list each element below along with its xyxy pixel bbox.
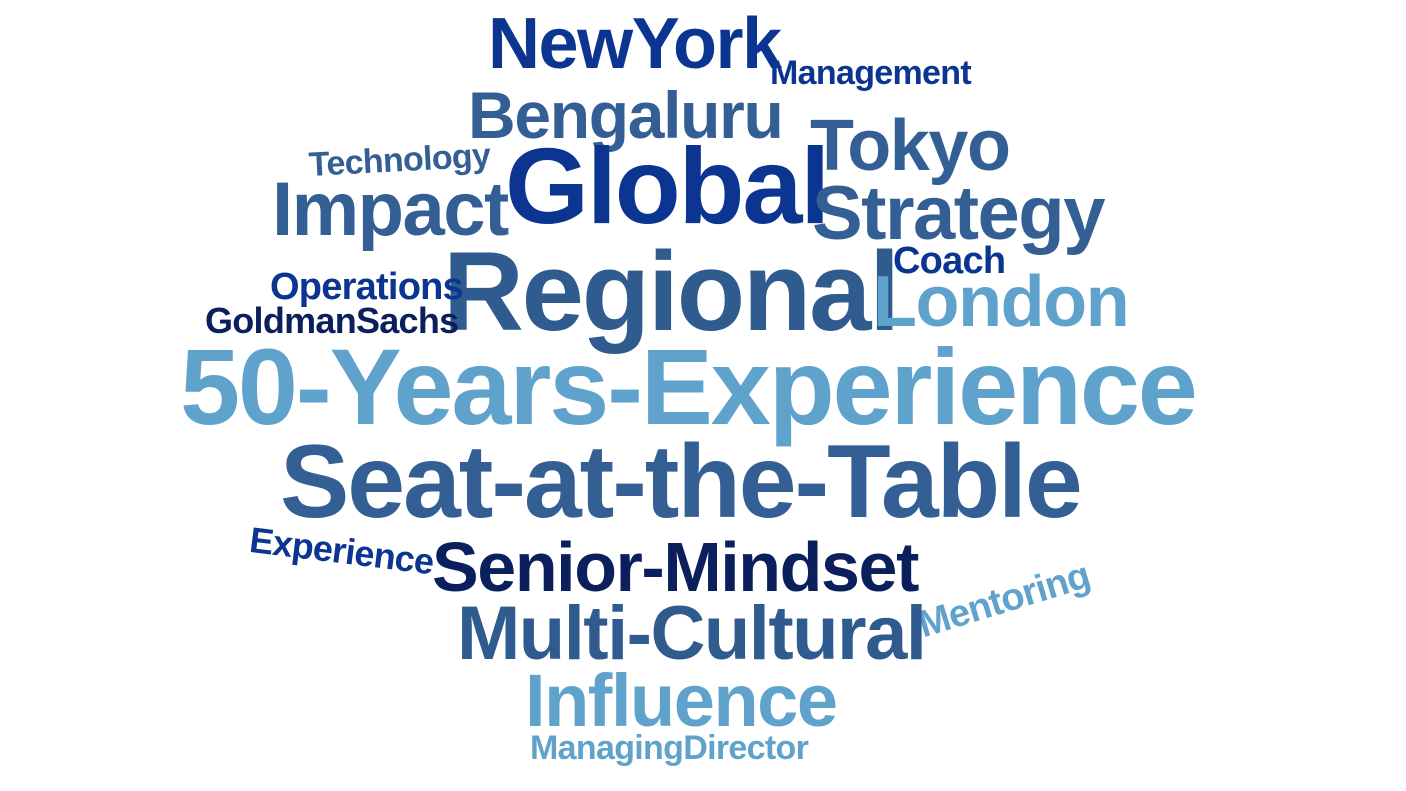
word-operations: Operations bbox=[270, 266, 464, 308]
word-newyork: NewYork bbox=[488, 4, 782, 84]
word-bengaluru: Bengaluru bbox=[468, 78, 784, 152]
word-multi-cultural: Multi-Cultural bbox=[457, 591, 927, 676]
word-50-years-experience: 50-Years-Experience bbox=[180, 326, 1198, 447]
word-managing-director: ManagingDirector bbox=[530, 729, 809, 767]
word-coach: Coach bbox=[893, 240, 1006, 282]
word-goldmansachs: GoldmanSachs bbox=[205, 300, 459, 341]
word-influence: Influence bbox=[525, 659, 838, 742]
word-london: London bbox=[873, 262, 1130, 342]
word-mentoring: Mentoring bbox=[913, 554, 1095, 647]
word-global: Global bbox=[505, 125, 830, 246]
word-management: Management bbox=[770, 54, 972, 92]
word-senior-mindset: Senior-Mindset bbox=[432, 528, 919, 606]
word-seat-at-the-table: Seat-at-the-Table bbox=[280, 424, 1083, 540]
word-strategy: Strategy bbox=[812, 171, 1105, 256]
word-tokyo: Tokyo bbox=[810, 106, 1011, 186]
word-regional: Regional bbox=[443, 229, 900, 354]
word-impact: Impact bbox=[272, 167, 509, 252]
